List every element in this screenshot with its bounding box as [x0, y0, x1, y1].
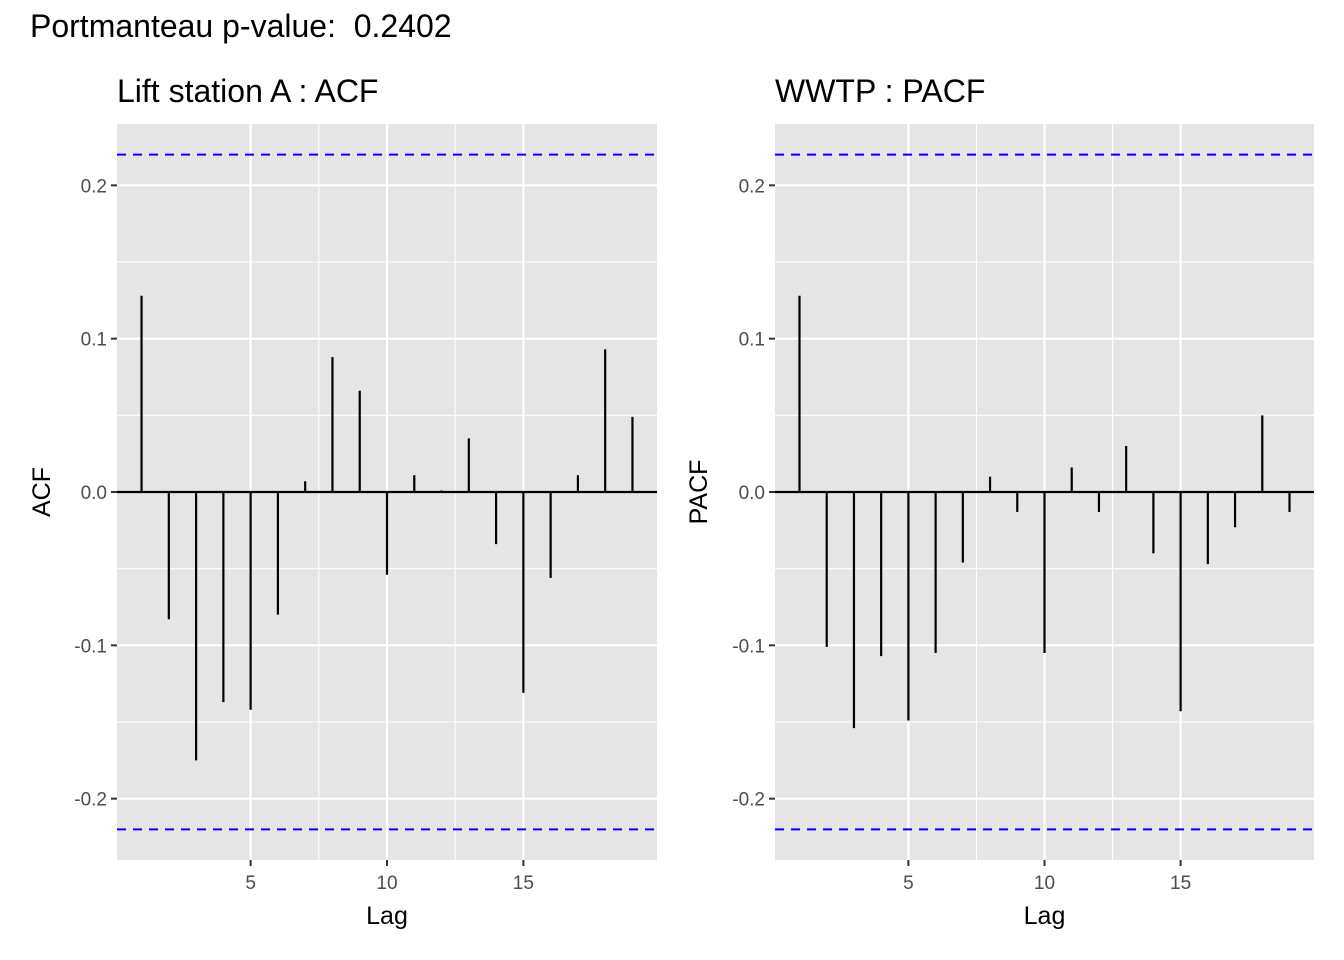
pacf-panel: -0.2 -0.1 0.0 0.1 0.2 5 10 15 WWTP : PACF Lag PACF: [685, 73, 1314, 930]
y-tick-label: -0.1: [74, 636, 107, 657]
acf-panel: -0.2 -0.1 0.0 0.1 0.2 5 10 15 Lift station A : A…: [28, 73, 657, 930]
y-tick-label: -0.2: [74, 790, 107, 811]
y-axis-title: PACF: [685, 460, 713, 525]
x-tick-label: 5: [245, 873, 256, 894]
x-axis-title: Lag: [366, 902, 408, 930]
y-tick-label: 0.2: [81, 176, 107, 197]
x-tick-label: 15: [1170, 873, 1191, 894]
x-tick-label: 10: [1034, 873, 1055, 894]
y-tick-label: 0.1: [81, 330, 107, 351]
panel-title: WWTP : PACF: [775, 73, 985, 109]
page-title: Portmanteau p-value: 0.2402: [30, 8, 452, 44]
x-tick-label: 15: [513, 873, 534, 894]
x-tick-label: 5: [903, 873, 914, 894]
x-tick-label: 10: [376, 873, 397, 894]
y-tick-label: 0.1: [739, 330, 765, 351]
y-tick-label: -0.2: [732, 790, 765, 811]
y-tick-label: -0.1: [732, 636, 765, 657]
y-tick-label: 0.0: [81, 483, 107, 504]
y-tick-label: 0.0: [739, 483, 765, 504]
y-axis-title: ACF: [28, 467, 56, 517]
x-axis-title: Lag: [1024, 902, 1066, 930]
y-tick-label: 0.2: [739, 176, 765, 197]
panel-title: Lift station A : ACF: [117, 73, 378, 109]
